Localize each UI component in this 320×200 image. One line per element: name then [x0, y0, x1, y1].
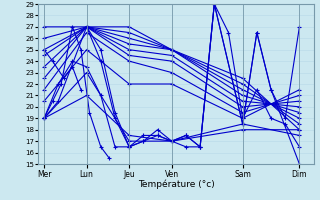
- X-axis label: Température (°c): Température (°c): [138, 180, 214, 189]
